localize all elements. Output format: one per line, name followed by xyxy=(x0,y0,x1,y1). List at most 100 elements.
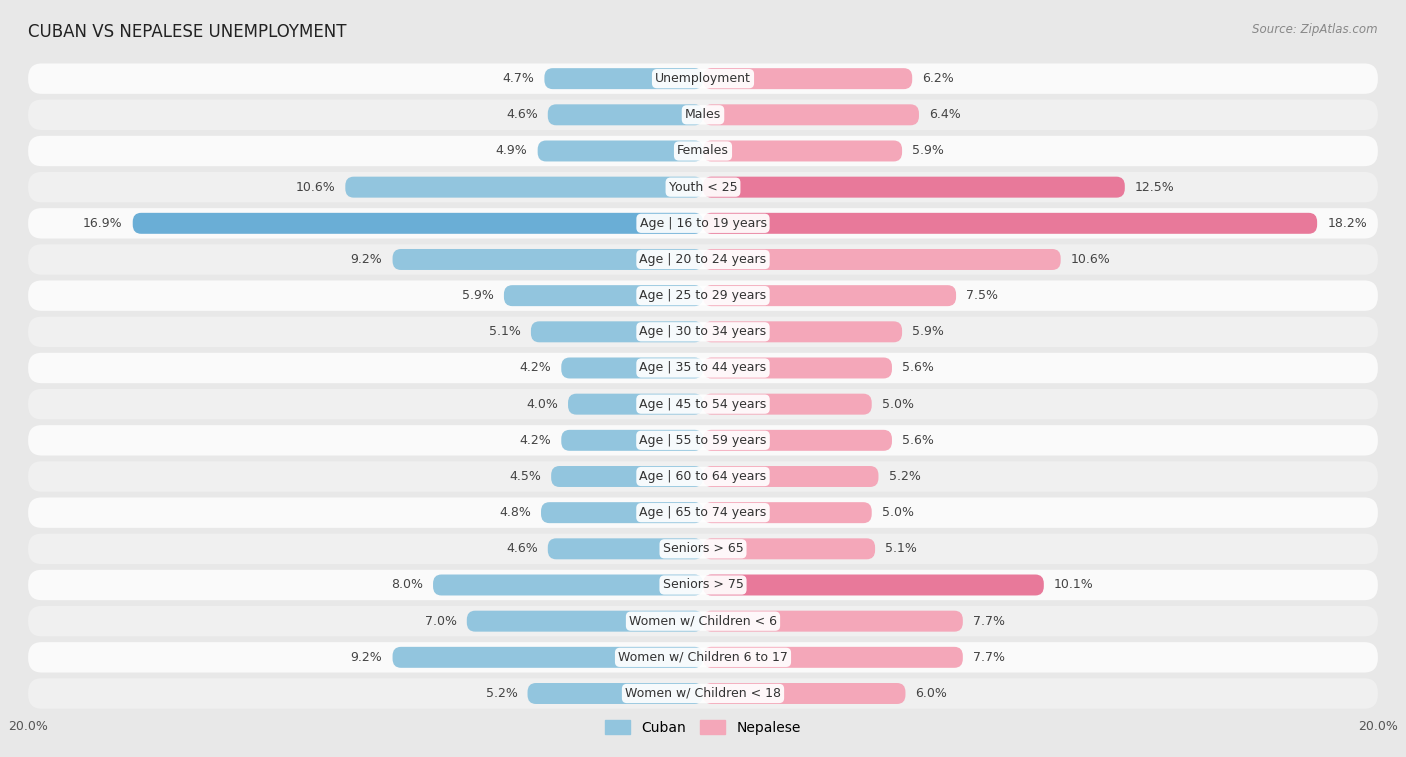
Text: Women w/ Children 6 to 17: Women w/ Children 6 to 17 xyxy=(619,651,787,664)
Text: Age | 45 to 54 years: Age | 45 to 54 years xyxy=(640,397,766,410)
FancyBboxPatch shape xyxy=(544,68,703,89)
FancyBboxPatch shape xyxy=(551,466,703,487)
Text: 5.1%: 5.1% xyxy=(886,542,917,556)
Text: 7.0%: 7.0% xyxy=(425,615,457,628)
Text: Age | 30 to 34 years: Age | 30 to 34 years xyxy=(640,326,766,338)
FancyBboxPatch shape xyxy=(561,357,703,378)
FancyBboxPatch shape xyxy=(703,104,920,126)
Text: Age | 55 to 59 years: Age | 55 to 59 years xyxy=(640,434,766,447)
Text: Women w/ Children < 18: Women w/ Children < 18 xyxy=(626,687,780,700)
Text: 6.2%: 6.2% xyxy=(922,72,955,85)
Text: Women w/ Children < 6: Women w/ Children < 6 xyxy=(628,615,778,628)
FancyBboxPatch shape xyxy=(28,353,1378,383)
Text: 4.5%: 4.5% xyxy=(509,470,541,483)
FancyBboxPatch shape xyxy=(703,646,963,668)
FancyBboxPatch shape xyxy=(548,104,703,126)
FancyBboxPatch shape xyxy=(28,245,1378,275)
Text: Males: Males xyxy=(685,108,721,121)
FancyBboxPatch shape xyxy=(28,136,1378,167)
FancyBboxPatch shape xyxy=(703,249,1060,270)
FancyBboxPatch shape xyxy=(28,606,1378,637)
Text: 9.2%: 9.2% xyxy=(350,253,382,266)
FancyBboxPatch shape xyxy=(28,172,1378,202)
Text: Females: Females xyxy=(678,145,728,157)
FancyBboxPatch shape xyxy=(28,642,1378,672)
Text: 10.6%: 10.6% xyxy=(1071,253,1111,266)
Text: Youth < 25: Youth < 25 xyxy=(669,181,737,194)
FancyBboxPatch shape xyxy=(703,68,912,89)
FancyBboxPatch shape xyxy=(132,213,703,234)
Text: 9.2%: 9.2% xyxy=(350,651,382,664)
FancyBboxPatch shape xyxy=(28,64,1378,94)
Text: 4.0%: 4.0% xyxy=(526,397,558,410)
FancyBboxPatch shape xyxy=(537,141,703,161)
FancyBboxPatch shape xyxy=(28,425,1378,456)
Text: 12.5%: 12.5% xyxy=(1135,181,1174,194)
Text: 5.9%: 5.9% xyxy=(912,145,943,157)
FancyBboxPatch shape xyxy=(392,646,703,668)
FancyBboxPatch shape xyxy=(703,575,1043,596)
Text: Unemployment: Unemployment xyxy=(655,72,751,85)
Text: 5.1%: 5.1% xyxy=(489,326,520,338)
Text: Age | 35 to 44 years: Age | 35 to 44 years xyxy=(640,362,766,375)
Text: 16.9%: 16.9% xyxy=(83,217,122,230)
FancyBboxPatch shape xyxy=(346,176,703,198)
FancyBboxPatch shape xyxy=(28,208,1378,238)
FancyBboxPatch shape xyxy=(703,285,956,306)
Text: 4.8%: 4.8% xyxy=(499,506,531,519)
Text: 5.2%: 5.2% xyxy=(485,687,517,700)
Text: Age | 65 to 74 years: Age | 65 to 74 years xyxy=(640,506,766,519)
Text: 5.0%: 5.0% xyxy=(882,397,914,410)
Text: 4.9%: 4.9% xyxy=(496,145,527,157)
FancyBboxPatch shape xyxy=(703,176,1125,198)
Text: 5.9%: 5.9% xyxy=(912,326,943,338)
FancyBboxPatch shape xyxy=(703,430,891,451)
Text: CUBAN VS NEPALESE UNEMPLOYMENT: CUBAN VS NEPALESE UNEMPLOYMENT xyxy=(28,23,347,41)
FancyBboxPatch shape xyxy=(548,538,703,559)
Text: 4.2%: 4.2% xyxy=(519,434,551,447)
FancyBboxPatch shape xyxy=(527,683,703,704)
Text: Age | 20 to 24 years: Age | 20 to 24 years xyxy=(640,253,766,266)
FancyBboxPatch shape xyxy=(392,249,703,270)
FancyBboxPatch shape xyxy=(703,502,872,523)
Text: Seniors > 75: Seniors > 75 xyxy=(662,578,744,591)
FancyBboxPatch shape xyxy=(28,497,1378,528)
FancyBboxPatch shape xyxy=(703,611,963,631)
Text: 4.7%: 4.7% xyxy=(502,72,534,85)
FancyBboxPatch shape xyxy=(28,534,1378,564)
Text: 4.2%: 4.2% xyxy=(519,362,551,375)
FancyBboxPatch shape xyxy=(703,213,1317,234)
FancyBboxPatch shape xyxy=(703,357,891,378)
Text: Source: ZipAtlas.com: Source: ZipAtlas.com xyxy=(1253,23,1378,36)
Text: 5.9%: 5.9% xyxy=(463,289,494,302)
Text: 4.6%: 4.6% xyxy=(506,108,537,121)
Text: 7.5%: 7.5% xyxy=(966,289,998,302)
FancyBboxPatch shape xyxy=(433,575,703,596)
Text: 7.7%: 7.7% xyxy=(973,651,1005,664)
Text: Seniors > 65: Seniors > 65 xyxy=(662,542,744,556)
Text: Age | 60 to 64 years: Age | 60 to 64 years xyxy=(640,470,766,483)
FancyBboxPatch shape xyxy=(467,611,703,631)
Text: 6.0%: 6.0% xyxy=(915,687,948,700)
FancyBboxPatch shape xyxy=(703,394,872,415)
FancyBboxPatch shape xyxy=(568,394,703,415)
Text: 7.7%: 7.7% xyxy=(973,615,1005,628)
Text: 5.2%: 5.2% xyxy=(889,470,921,483)
Text: 4.6%: 4.6% xyxy=(506,542,537,556)
FancyBboxPatch shape xyxy=(28,570,1378,600)
FancyBboxPatch shape xyxy=(28,280,1378,311)
FancyBboxPatch shape xyxy=(531,321,703,342)
FancyBboxPatch shape xyxy=(561,430,703,451)
Text: 10.6%: 10.6% xyxy=(295,181,335,194)
Text: 5.6%: 5.6% xyxy=(903,434,934,447)
FancyBboxPatch shape xyxy=(703,466,879,487)
FancyBboxPatch shape xyxy=(703,321,903,342)
FancyBboxPatch shape xyxy=(541,502,703,523)
FancyBboxPatch shape xyxy=(703,141,903,161)
FancyBboxPatch shape xyxy=(28,389,1378,419)
Text: 5.0%: 5.0% xyxy=(882,506,914,519)
Text: Age | 25 to 29 years: Age | 25 to 29 years xyxy=(640,289,766,302)
FancyBboxPatch shape xyxy=(703,683,905,704)
FancyBboxPatch shape xyxy=(503,285,703,306)
Text: 10.1%: 10.1% xyxy=(1054,578,1094,591)
